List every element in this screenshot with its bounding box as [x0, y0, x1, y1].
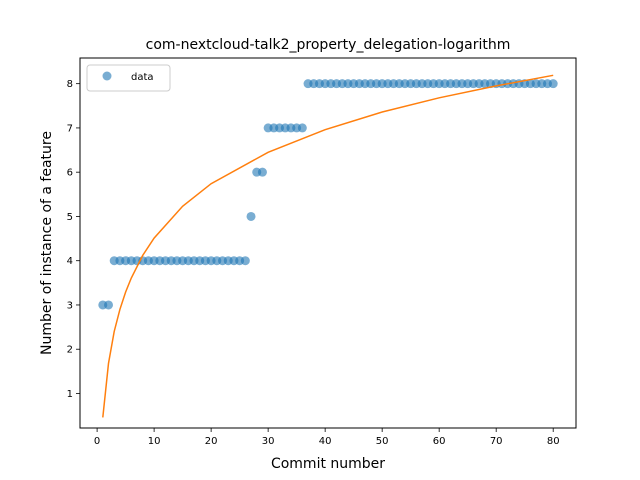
x-tick-label: 70	[490, 436, 503, 447]
chart-title: com-nextcloud-talk2_property_delegation-…	[146, 37, 511, 53]
x-tick-label: 40	[319, 436, 332, 447]
y-tick-label: 5	[67, 212, 73, 223]
data-point	[104, 300, 114, 310]
data-point	[257, 167, 267, 177]
y-tick-label: 6	[67, 168, 73, 179]
x-tick-label: 0	[94, 436, 100, 447]
data-point	[297, 123, 307, 133]
data-point	[240, 256, 250, 266]
legend-box	[86, 64, 171, 92]
y-tick-label: 8	[67, 79, 73, 90]
legend-marker	[102, 71, 112, 81]
legend: data	[86, 64, 171, 92]
x-tick-label: 20	[205, 436, 218, 447]
x-tick-label: 80	[547, 436, 560, 447]
plot-frame	[79, 57, 577, 429]
x-tick-label: 10	[148, 436, 161, 447]
legend-label: data	[131, 72, 154, 83]
y-tick-label: 7	[67, 123, 73, 134]
x-tick-label: 50	[376, 436, 389, 447]
y-tick-label: 4	[67, 256, 73, 267]
y-axis-label: Number of instance of a feature	[39, 131, 55, 355]
y-tick-label: 2	[67, 345, 73, 356]
fit-line	[102, 74, 554, 418]
data-point	[246, 211, 256, 221]
data-point	[548, 79, 558, 89]
x-tick-label: 60	[433, 436, 446, 447]
y-tick-label: 1	[67, 389, 73, 400]
x-tick-label: 30	[262, 436, 275, 447]
y-tick-label: 3	[67, 300, 73, 311]
x-axis-label: Commit number	[271, 456, 385, 472]
